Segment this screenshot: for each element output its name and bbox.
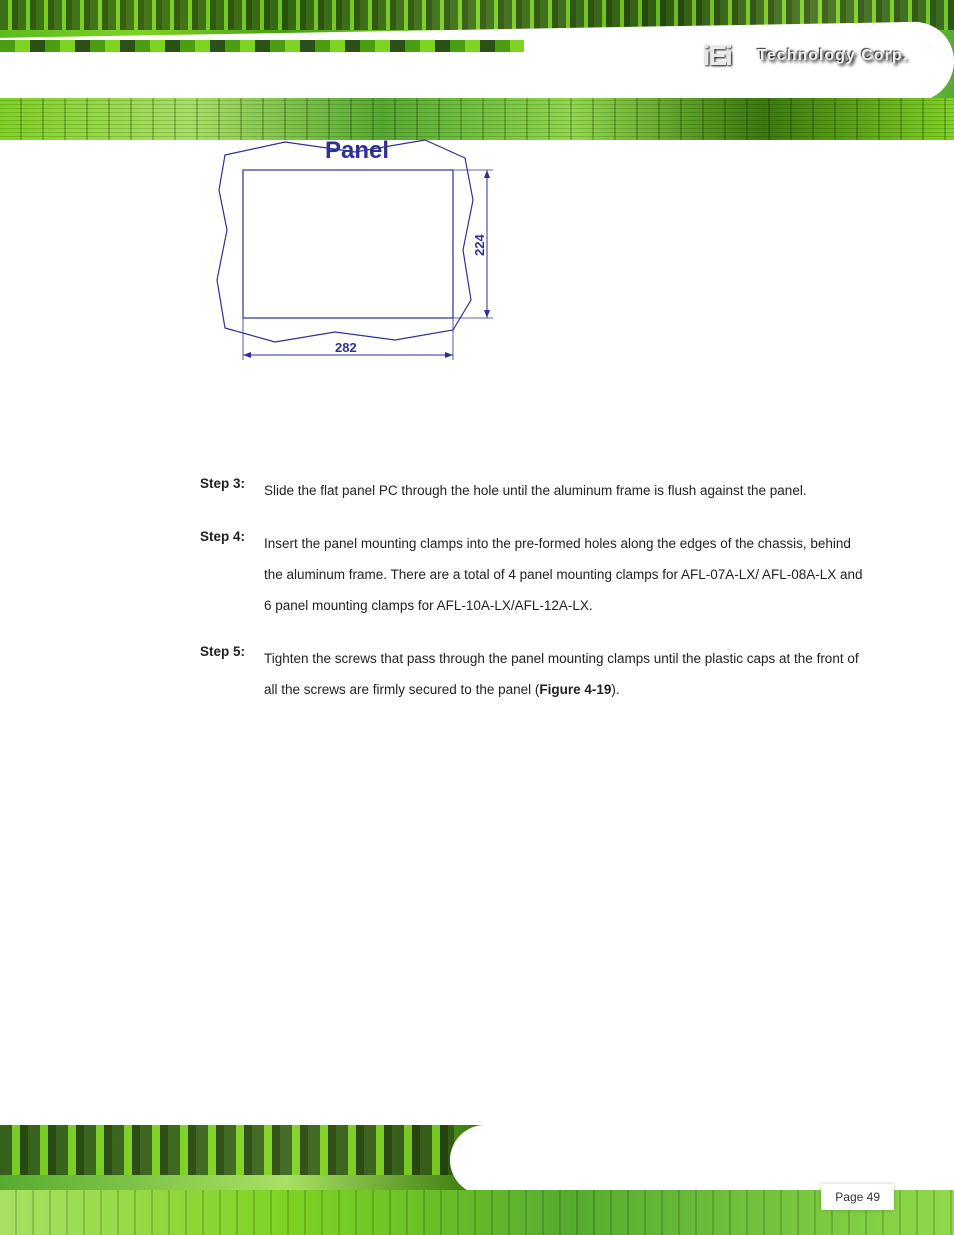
- step-5-row: Step 5: Tighten the screws that pass thr…: [200, 643, 864, 705]
- width-value: 282: [335, 340, 357, 355]
- footer-decorative-band: Page 49: [0, 1125, 954, 1235]
- header-decorative-band: iEi ® Technology Corp.: [0, 0, 954, 140]
- logo-text: Technology Corp.: [757, 47, 908, 65]
- registered-mark: ®: [739, 48, 749, 64]
- diagram-title: Panel: [325, 137, 389, 164]
- page-number: Page 49: [821, 1184, 894, 1210]
- step-3-row: Step 3: Slide the flat panel PC through …: [200, 475, 864, 506]
- panel-diagram-svg: Panel 282 224: [195, 130, 515, 380]
- step-5-text: Tighten the screws that pass through the…: [264, 643, 864, 705]
- height-arrow-bot: [484, 310, 490, 318]
- brand-logo-area: iEi ® Technology Corp.: [703, 40, 908, 72]
- height-value: 224: [472, 234, 487, 256]
- cutout-rect: [243, 170, 453, 318]
- step-3-label: Step 3:: [200, 475, 250, 506]
- step-5-text-after: ).: [611, 682, 619, 697]
- header-color-bar: [0, 40, 524, 52]
- width-arrow-left: [243, 352, 251, 358]
- height-arrow-top: [484, 170, 490, 178]
- step-4-text: Insert the panel mounting clamps into th…: [264, 528, 864, 621]
- width-arrow-right: [445, 352, 453, 358]
- footer-lower-circuit: [0, 1190, 954, 1235]
- instruction-content: Step 3: Slide the flat panel PC through …: [200, 475, 864, 727]
- logo-mark: iEi: [703, 40, 731, 72]
- panel-cutout-diagram: Panel 282 224: [195, 130, 515, 380]
- step-5-figref: Figure 4-19: [539, 682, 611, 697]
- step-3-text: Slide the flat panel PC through the hole…: [264, 475, 864, 506]
- footer-circuit-pattern: [0, 1125, 454, 1175]
- footer-lower-band: [0, 1190, 954, 1235]
- step-5-label: Step 5:: [200, 643, 250, 705]
- step-4-row: Step 4: Insert the panel mounting clamps…: [200, 528, 864, 621]
- step-4-label: Step 4:: [200, 528, 250, 621]
